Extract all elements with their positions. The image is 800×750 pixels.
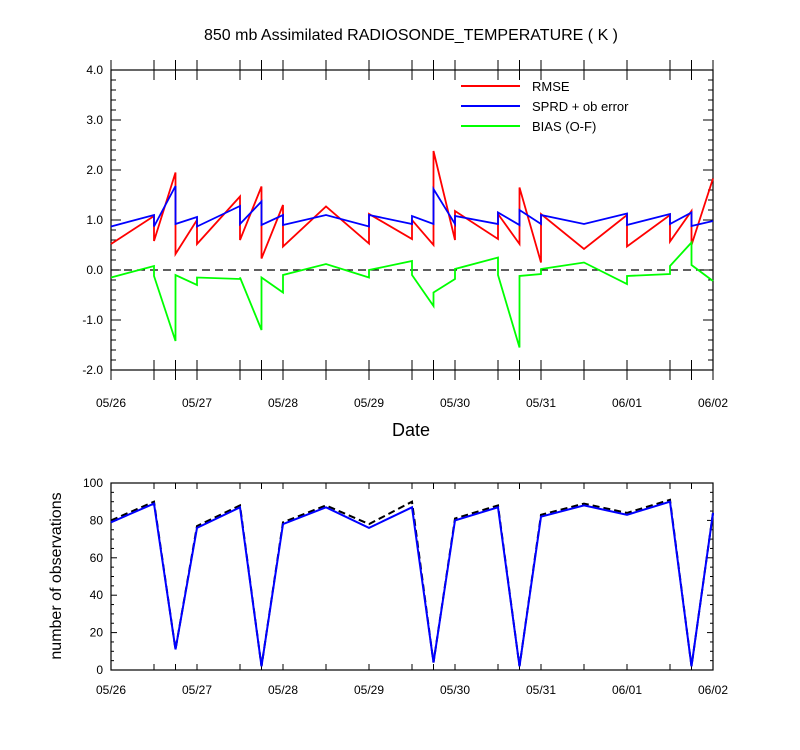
x-axis-label: Date <box>392 420 430 440</box>
x-tick-label: 05/26 <box>96 396 126 410</box>
x-tick-label: 06/02 <box>698 683 728 697</box>
chart-title: 850 mb Assimilated RADIOSONDE_TEMPERATUR… <box>204 27 618 44</box>
x-tick-label: 06/01 <box>612 396 642 410</box>
x-tick-label: 05/30 <box>440 683 470 697</box>
x-tick-label: 05/30 <box>440 396 470 410</box>
y-tick-label: -2.0 <box>82 363 103 377</box>
top-panel: -2.0 -1.0 0.0 1.0 2.0 3.0 4.0 05/26 05/27 05/28 05… <box>82 60 728 410</box>
legend-label-sprd-ob-error: SPRD + ob error <box>532 99 629 114</box>
series-line-used <box>110 500 714 667</box>
x-tick-label: 06/01 <box>612 683 642 697</box>
series-line-rmse <box>110 150 714 263</box>
y-tick-label: 4.0 <box>86 63 103 77</box>
y-tick-label: 20 <box>90 626 104 640</box>
y-tick-label: 100 <box>83 476 103 490</box>
series-line-sprd-ob-error <box>110 185 714 228</box>
y-tick-label: 80 <box>90 513 104 527</box>
y-axis-label: number of observations <box>48 492 65 659</box>
series-line-possible <box>110 498 714 667</box>
legend-label-bias-o-f: BIAS (O-F) <box>532 119 596 134</box>
x-tick-label: 05/28 <box>268 396 298 410</box>
x-tick-label: 05/26 <box>96 683 126 697</box>
x-tick-label: 05/28 <box>268 683 298 697</box>
y-tick-label: 1.0 <box>86 213 103 227</box>
x-tick-label: 05/31 <box>526 683 556 697</box>
y-tick-label: 0 <box>96 663 103 677</box>
legend-label-rmse: RMSE <box>532 79 570 94</box>
y-tick-label: 3.0 <box>86 113 103 127</box>
series-line-bias-o-f <box>110 240 714 348</box>
x-tick-label: 06/02 <box>698 396 728 410</box>
x-tick-label: 05/29 <box>354 683 384 697</box>
x-tick-label: 05/31 <box>526 396 556 410</box>
legend: RMSE SPRD + ob error BIAS (O-F) <box>461 79 629 134</box>
x-tick-label: 05/27 <box>182 396 212 410</box>
y-tick-label: 2.0 <box>86 163 103 177</box>
y-tick-label: 40 <box>90 588 104 602</box>
x-tick-label: 05/27 <box>182 683 212 697</box>
y-tick-label: -1.0 <box>82 313 103 327</box>
y-tick-label: 0.0 <box>86 263 103 277</box>
bottom-panel: 0 20 40 60 80 100 05/26 05/27 05/28 05/29 05/30 05/… <box>83 476 728 697</box>
x-tick-label: 05/29 <box>354 396 384 410</box>
y-tick-label: 60 <box>90 551 104 565</box>
